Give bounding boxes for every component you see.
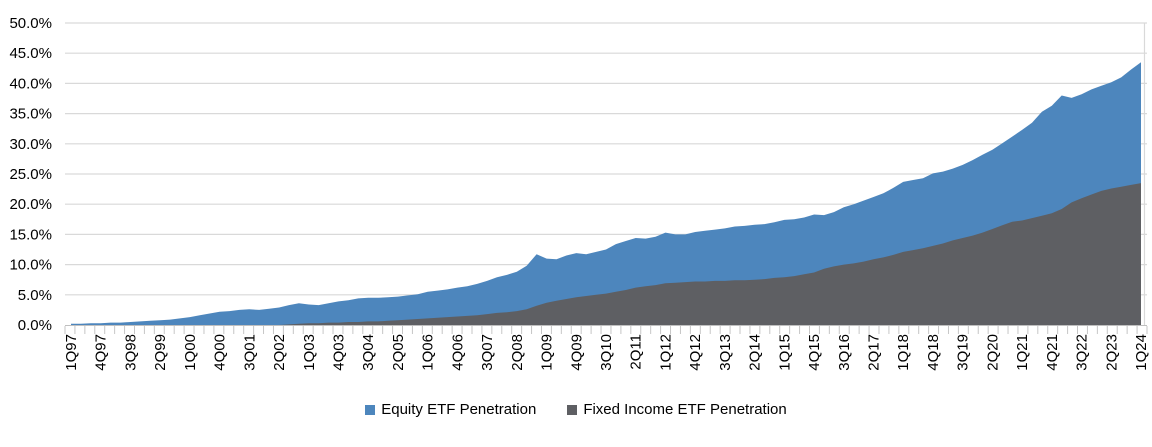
y-tick-label: 15.0% bbox=[9, 226, 52, 243]
x-tick-label: 3Q16 bbox=[836, 334, 853, 371]
x-tick-label: 1Q00 bbox=[182, 334, 199, 371]
legend-label: Fixed Income ETF Penetration bbox=[583, 401, 787, 418]
y-tick-label: 40.0% bbox=[9, 75, 52, 92]
x-tick-label: 4Q09 bbox=[568, 334, 585, 371]
x-tick-label: 3Q10 bbox=[598, 334, 615, 371]
x-tick-label: 3Q19 bbox=[955, 334, 972, 371]
y-axis-labels: 0.0% 5.0% 10.0% 15.0% 20.0% 25.0% 30.0% 35.0% 40… bbox=[9, 15, 52, 334]
x-tick-label: 4Q21 bbox=[1044, 334, 1061, 371]
legend-swatch-icon bbox=[567, 404, 578, 415]
x-tick-label: 3Q13 bbox=[717, 334, 734, 371]
x-tick-label: 2Q17 bbox=[866, 334, 883, 371]
x-tick-label: 4Q03 bbox=[331, 334, 348, 371]
x-tick-label: 2Q05 bbox=[390, 334, 407, 371]
y-tick-label: 50.0% bbox=[9, 15, 52, 32]
x-tick-label: 3Q01 bbox=[241, 334, 258, 371]
chart-legend: Equity ETF Penetration Fixed Income ETF P… bbox=[0, 401, 1152, 418]
x-tick-label: 2Q08 bbox=[509, 334, 526, 371]
x-tick-label: 2Q11 bbox=[628, 334, 645, 370]
x-tick-label: 1Q24 bbox=[1133, 334, 1150, 371]
y-tick-label: 25.0% bbox=[9, 166, 52, 183]
x-tick-label: 2Q02 bbox=[271, 334, 288, 371]
x-tick-label: 2Q20 bbox=[984, 334, 1001, 371]
y-tick-label: 30.0% bbox=[9, 136, 52, 153]
gridlines bbox=[65, 22, 1147, 296]
legend-swatch-icon bbox=[365, 404, 376, 415]
area-fixed-income-etf-penetration bbox=[71, 183, 1141, 325]
x-tick-label: 2Q23 bbox=[1103, 334, 1120, 371]
legend-item-fixed-income-etf-penetration: Fixed Income ETF Penetration bbox=[567, 401, 787, 418]
area-series bbox=[71, 62, 1141, 326]
y-tick-label: 0.0% bbox=[18, 317, 52, 334]
x-tick-label: 1Q21 bbox=[1014, 334, 1031, 371]
x-tick-label: 1Q09 bbox=[539, 334, 556, 371]
y-tick-label: 10.0% bbox=[9, 257, 52, 274]
x-tick-label: 4Q12 bbox=[687, 334, 704, 371]
legend-label: Equity ETF Penetration bbox=[381, 401, 537, 418]
x-tick-label: 2Q14 bbox=[747, 334, 764, 371]
y-tick-label: 35.0% bbox=[9, 106, 52, 123]
legend-item-equity-etf-penetration: Equity ETF Penetration bbox=[365, 401, 536, 418]
x-tick-label: 4Q18 bbox=[925, 334, 942, 371]
x-tick-label: 3Q98 bbox=[122, 334, 139, 371]
x-tick-label: 1Q12 bbox=[657, 334, 674, 371]
x-tick-label: 3Q07 bbox=[479, 334, 496, 371]
x-tick-label: 4Q97 bbox=[93, 334, 110, 371]
x-axis-labels: 1Q97 4Q97 3Q98 2Q99 1Q00 4Q00 3Q01 2Q02 1Q03 4Q03… bbox=[63, 334, 1150, 371]
x-tick-label: 1Q15 bbox=[776, 334, 793, 371]
x-tick-label: 1Q03 bbox=[301, 334, 318, 371]
x-tick-label: 2Q99 bbox=[152, 334, 169, 371]
x-tick-label: 1Q97 bbox=[63, 334, 80, 371]
x-axis bbox=[64, 325, 1148, 334]
x-tick-label: 1Q06 bbox=[420, 334, 437, 371]
x-tick-label: 4Q15 bbox=[806, 334, 823, 371]
x-tick-label: 3Q22 bbox=[1074, 334, 1091, 371]
y-tick-label: 5.0% bbox=[18, 287, 52, 304]
y-tick-label: 45.0% bbox=[9, 45, 52, 62]
x-tick-label: 4Q00 bbox=[212, 334, 229, 371]
x-tick-label: 3Q04 bbox=[360, 334, 377, 371]
x-tick-label: 1Q18 bbox=[895, 334, 912, 371]
y-tick-label: 20.0% bbox=[9, 196, 52, 213]
x-tick-label: 4Q06 bbox=[449, 334, 466, 371]
